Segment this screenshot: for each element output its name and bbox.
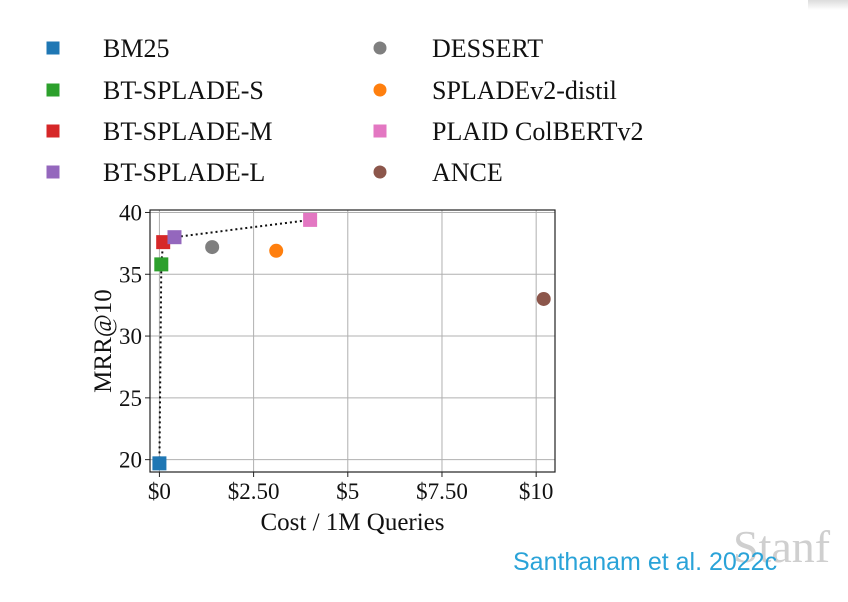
legend-item-6: PLAID ColBERTv2 — [373, 117, 644, 146]
corner-shadow — [808, 0, 848, 10]
point-plaid-colbertv2 — [303, 212, 318, 227]
legend-marker-6 — [373, 124, 387, 138]
y-axis-label: MRR@10 — [90, 289, 117, 393]
x-tick-label-2: $5 — [336, 479, 359, 504]
legend-marker-2 — [46, 124, 60, 138]
x-tick-label-4: $10 — [519, 479, 554, 504]
legend-item-2: BT-SPLADE-M — [46, 117, 273, 146]
legend-marker-4 — [373, 41, 387, 55]
legend-label-4: DESSERT — [432, 34, 543, 63]
legend-label-2: BT-SPLADE-M — [103, 117, 273, 146]
y-tick-label-1: 25 — [119, 386, 142, 411]
point-dessert — [205, 240, 220, 255]
frontier-layer — [158, 218, 311, 464]
legend-marker-0 — [46, 41, 60, 55]
legend-item-1: BT-SPLADE-S — [46, 76, 264, 105]
legend-marker-1 — [46, 83, 60, 97]
x-tick-label-0: $0 — [148, 479, 171, 504]
y-tick-label-4: 40 — [119, 200, 142, 225]
legend-marker-7 — [373, 165, 387, 179]
legend-label-6: PLAID ColBERTv2 — [432, 117, 644, 146]
point-bt-splade-s — [154, 257, 169, 272]
x-axis-ticks: $0 $2.50 $5 $7.50 $10 — [148, 472, 553, 504]
legend-label-1: BT-SPLADE-S — [103, 76, 264, 105]
frontier-line — [158, 218, 311, 464]
legend-item-5: SPLADEv2-distil — [373, 76, 617, 105]
x-tick-label-1: $2.50 — [228, 479, 280, 504]
y-tick-label-2: 30 — [119, 324, 142, 349]
data-points — [152, 212, 551, 471]
watermark-text: Stanf — [733, 521, 831, 572]
point-spladev2-distil — [269, 243, 284, 258]
y-axis-ticks: 20 25 30 35 40 — [119, 200, 150, 473]
legend: BM25 BT-SPLADE-S BT-SPLADE-M BT-SPLADE-L DES… — [46, 34, 644, 187]
point-ance — [536, 291, 551, 306]
legend-item-0: BM25 — [46, 34, 169, 63]
point-bm25 — [152, 456, 167, 471]
point-bt-splade-m — [156, 235, 171, 250]
legend-item-7: ANCE — [373, 158, 503, 187]
legend-label-7: ANCE — [432, 158, 503, 187]
grid — [150, 210, 555, 472]
citation: Santhanam et al. 2022c — [513, 548, 778, 576]
legend-marker-5 — [373, 83, 387, 97]
legend-marker-3 — [46, 165, 60, 179]
point-bt-splade-l — [167, 230, 182, 245]
legend-item-3: BT-SPLADE-L — [46, 158, 265, 187]
y-tick-label-3: 35 — [119, 262, 142, 287]
legend-label-0: BM25 — [103, 34, 169, 63]
plot-frame — [149, 209, 556, 473]
legend-label-5: SPLADEv2-distil — [432, 76, 617, 105]
x-axis-label: Cost / 1M Queries — [260, 509, 444, 536]
x-tick-label-3: $7.50 — [416, 479, 468, 504]
legend-label-3: BT-SPLADE-L — [103, 158, 265, 187]
legend-item-4: DESSERT — [373, 34, 543, 63]
y-tick-label-0: 20 — [119, 448, 142, 473]
